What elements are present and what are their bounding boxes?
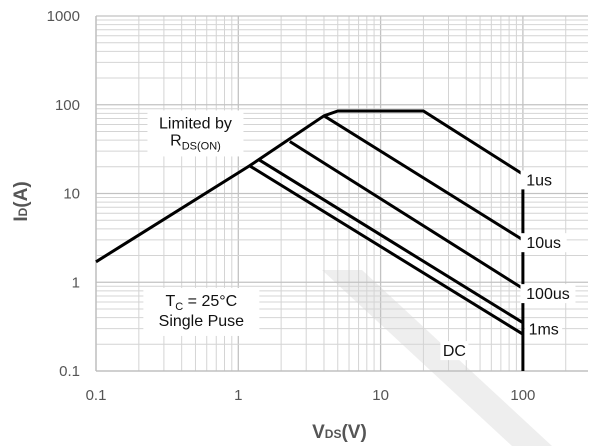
limited-by-label: Limited by [159, 115, 232, 132]
y-tick-label: 1000 [47, 8, 80, 25]
curve-1ms [258, 158, 524, 324]
test-conditions-background [143, 287, 260, 336]
curve-100us [288, 140, 524, 290]
tc-value: = 25°C [183, 293, 237, 310]
series-label-background [520, 233, 567, 253]
annotation-backgrounds [143, 110, 260, 336]
series-label-background [520, 284, 576, 304]
series-labels: 1us 10us 100us 1ms DC [440, 170, 576, 361]
y-title-main: I [11, 216, 32, 221]
tc-subscript: C [175, 301, 183, 313]
x-title-subscript: DS [325, 427, 342, 441]
series-label-background [525, 319, 563, 339]
curve-DC [248, 164, 524, 336]
x-tick-label: 100 [510, 387, 535, 404]
y-tick-label: 100 [55, 97, 80, 114]
x-tick-label: 1 [234, 387, 242, 404]
y-axis-title: ID(A) [11, 181, 32, 221]
y-tick-label: 0.1 [59, 363, 80, 380]
y-axis-title-group: ID(A) [11, 181, 32, 221]
grid [95, 15, 588, 372]
curve-10us [323, 114, 524, 242]
x-axis-title: VDS(V) [312, 422, 367, 443]
rds-on-label: RDS(ON) [170, 132, 221, 152]
y-tick-label: 1 [72, 274, 80, 291]
x-title-rest: (V) [341, 422, 366, 443]
series-label-1ms: 1ms [529, 322, 559, 339]
series-label-10us: 10us [526, 235, 561, 252]
watermark-stripe [322, 270, 552, 446]
limited-by-background [147, 110, 244, 157]
case-temperature-label: TC = 25°C [165, 293, 237, 313]
series-label-100us: 100us [526, 286, 570, 303]
y-tick-label: 10 [63, 186, 80, 203]
rds-on-subscript: DS(ON) [182, 140, 221, 152]
x-title-main: V [312, 422, 325, 443]
y-title-rest: (A) [11, 181, 32, 207]
x-axis-ticks: 0.1 1 10 100 [86, 387, 536, 404]
series-label-DC: DC [443, 343, 466, 360]
series-label-background [520, 170, 558, 190]
single-pulse-label: Single Puse [159, 313, 244, 330]
x-tick-label: 10 [372, 387, 389, 404]
y-axis-ticks: 0.1 1 10 100 1000 [47, 8, 80, 380]
rds-on-main: R [170, 132, 182, 149]
x-tick-label: 0.1 [86, 387, 107, 404]
tc-main: T [165, 293, 175, 310]
y-title-subscript: D [16, 207, 30, 216]
series-label-background [440, 341, 469, 361]
series-label-1us: 1us [526, 172, 552, 189]
